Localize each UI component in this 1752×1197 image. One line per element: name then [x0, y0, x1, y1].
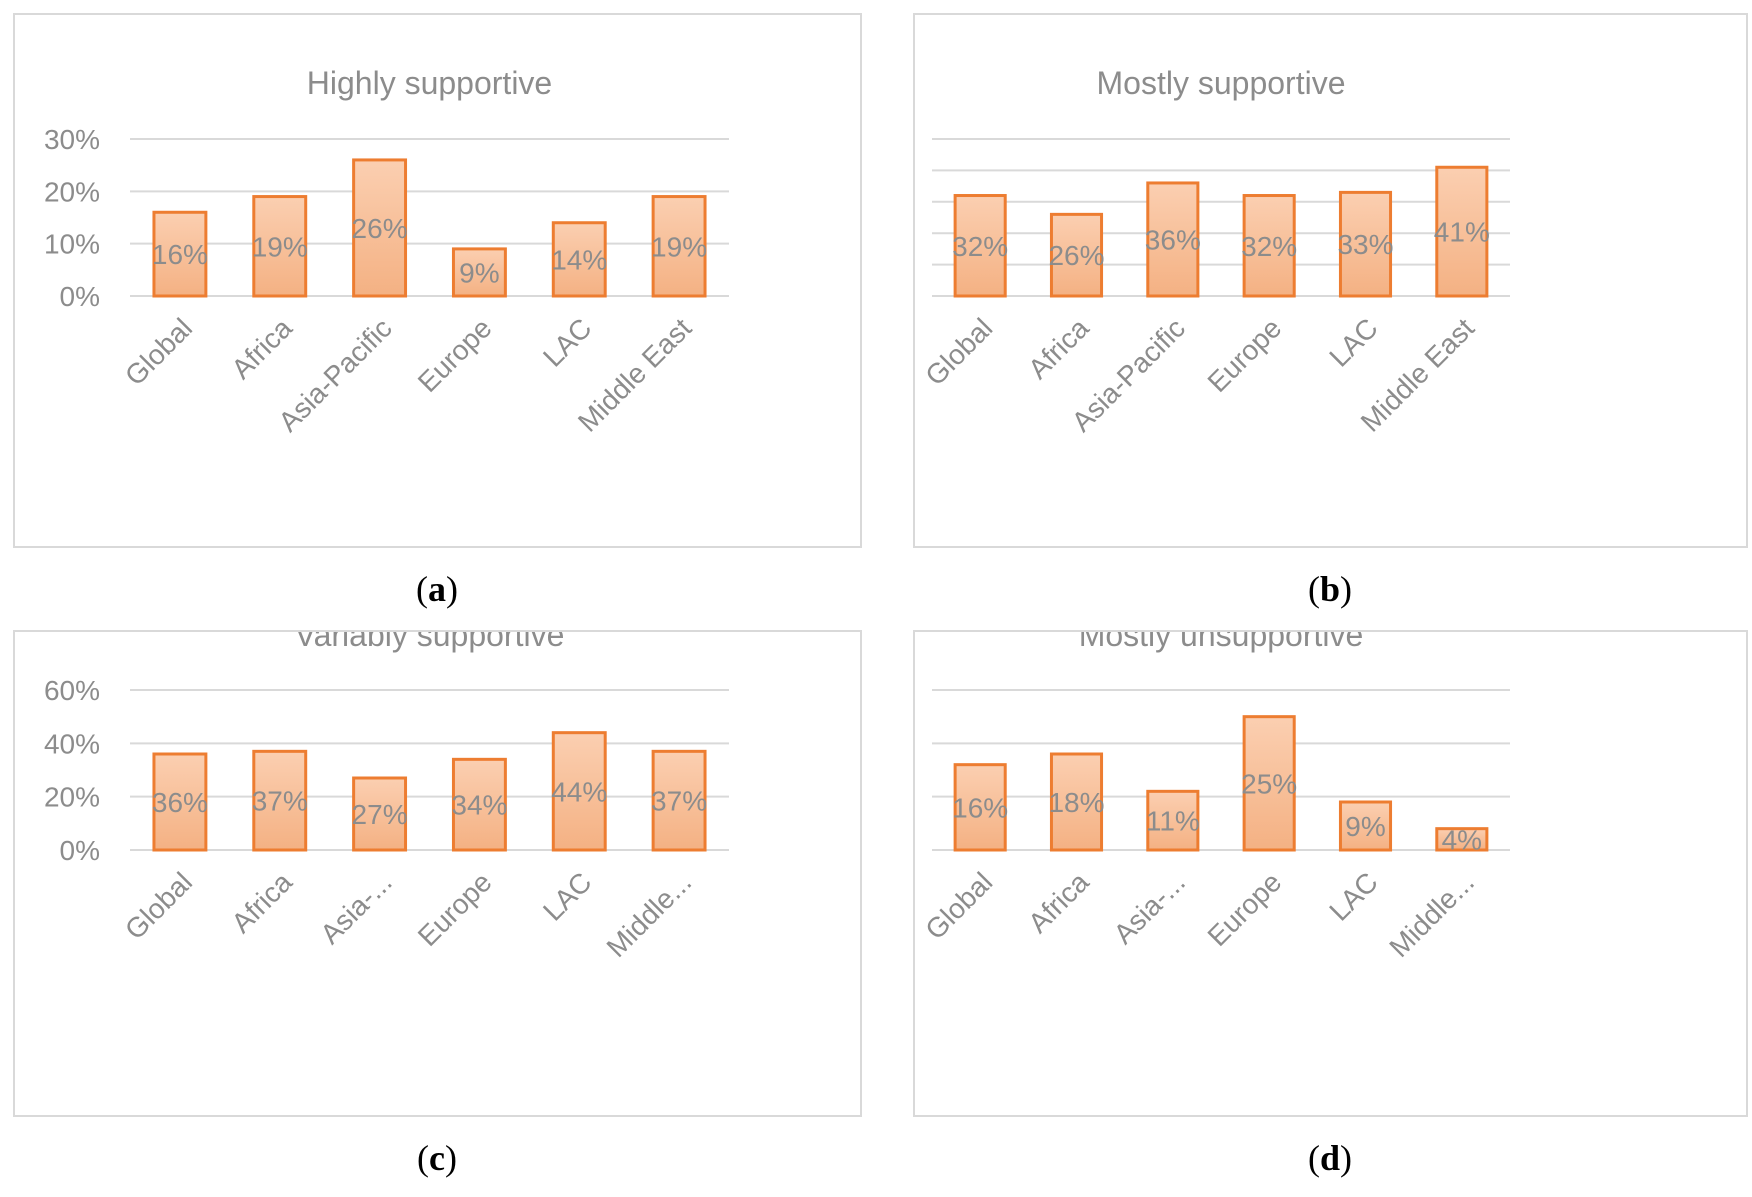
data-label: 37%: [252, 786, 308, 817]
bar: [1435, 165, 1489, 298]
bar: [1146, 789, 1200, 852]
data-label: 27%: [352, 799, 408, 830]
data-label: 41%: [1434, 217, 1490, 248]
bar: [1049, 752, 1104, 852]
caption-b: (b): [1307, 569, 1353, 609]
x-tick-label: LAC: [1323, 866, 1383, 926]
bar: [1049, 212, 1104, 298]
data-label: 4%: [1442, 824, 1482, 855]
data-label: 32%: [952, 231, 1008, 262]
y-tick-label: 0%: [60, 281, 100, 312]
y-tick-label: 60%: [44, 675, 100, 706]
bar: [953, 194, 1007, 298]
data-label: 36%: [152, 787, 208, 818]
x-tick-label: Europe: [1202, 866, 1288, 952]
bar: [451, 757, 507, 852]
chart-svg-b: Mostly supportive0%10%20%30%40%50%32%Glo…: [919, 65, 1510, 438]
bar: [252, 749, 308, 852]
x-tick-label: LAC: [1323, 312, 1383, 372]
caption-letter-b: b: [1319, 569, 1341, 609]
data-label: 19%: [252, 231, 308, 262]
chart-panel-d: Mostly unsupportive0%10%20%30%16%Global1…: [913, 630, 1748, 1117]
data-label: 11%: [1146, 806, 1200, 837]
bar: [651, 195, 707, 298]
bar: [551, 731, 607, 852]
x-tick-label: Asia-...: [1108, 866, 1192, 950]
bar: [451, 247, 507, 298]
data-label: 25%: [1241, 768, 1297, 799]
bar: [1338, 800, 1393, 852]
data-label: 26%: [1048, 240, 1104, 271]
caption-a: (a): [416, 569, 458, 609]
x-tick-label: Africa: [225, 312, 298, 385]
x-tick-label: Europe: [412, 312, 498, 398]
bar: [1146, 181, 1200, 298]
x-tick-label: Global: [919, 312, 998, 391]
chart-title: Variably supportive: [295, 632, 565, 653]
bar: [352, 158, 408, 298]
x-tick-label: LAC: [537, 312, 597, 372]
data-label: 32%: [1241, 231, 1297, 262]
y-tick-label: 20%: [44, 176, 100, 207]
data-label: 9%: [1345, 811, 1385, 842]
bar: [551, 221, 607, 298]
y-tick-label: 40%: [44, 728, 100, 759]
chart-svg-c: Variably supportive 0% 20% 40% 60% 36% Global 3…: [44, 632, 729, 963]
x-tick-label: Global: [119, 312, 198, 391]
x-tick-label: Europe: [412, 866, 498, 952]
x-tick-label: LAC: [537, 866, 597, 926]
chart-panel-a: Highly supportive 0% 10% 20% 30% 16% Global 19%…: [13, 13, 862, 548]
data-label: 14%: [551, 244, 607, 275]
x-tick-label: Middle...: [601, 866, 698, 963]
data-label: 26%: [352, 213, 408, 244]
data-label: 16%: [152, 239, 208, 270]
y-tick-label: 0%: [60, 835, 100, 866]
data-label: 37%: [651, 786, 707, 817]
caption-letter-c: c: [429, 1138, 445, 1178]
chart-title: Mostly supportive: [1097, 65, 1346, 101]
bar: [152, 210, 208, 298]
chart-svg-a: Highly supportive 0% 10% 20% 30% 16% Global 19%…: [44, 65, 729, 438]
x-tick-label: Africa: [1022, 312, 1095, 385]
caption-letter-d: d: [1319, 1138, 1341, 1178]
x-tick-label: Global: [119, 866, 198, 945]
data-label: 36%: [1145, 224, 1201, 255]
data-label: 19%: [651, 231, 707, 262]
data-label: 16%: [952, 792, 1008, 823]
chart-panel-b: Mostly supportive0%10%20%30%40%50%32%Glo…: [913, 13, 1748, 548]
chart-title: Mostly unsupportive: [1079, 632, 1364, 653]
caption-c: (c): [417, 1138, 457, 1178]
x-tick-label: Global: [919, 866, 998, 945]
chart-svg-d: Mostly unsupportive0%10%20%30%16%Global1…: [919, 632, 1510, 963]
data-label: 34%: [451, 790, 507, 821]
bar: [651, 749, 707, 852]
x-tick-label: Europe: [1202, 312, 1288, 398]
data-label: 44%: [551, 776, 607, 807]
bar: [953, 763, 1007, 852]
bar: [1435, 827, 1489, 852]
chart-panel-c: Variably supportive 0% 20% 40% 60% 36% Global 3…: [13, 630, 862, 1117]
x-tick-label: Africa: [1022, 866, 1095, 939]
x-tick-label: Africa: [225, 866, 298, 939]
x-tick-label: Middle...: [1383, 866, 1480, 963]
data-label: 18%: [1048, 787, 1104, 818]
x-tick-label: Asia-...: [314, 866, 398, 950]
bar: [1242, 715, 1296, 852]
data-label: 9%: [459, 257, 499, 288]
bar: [1242, 194, 1296, 298]
bar: [152, 752, 208, 852]
y-tick-label: 20%: [44, 782, 100, 813]
caption-letter-a: a: [428, 569, 446, 609]
bar: [352, 776, 408, 852]
chart-title: Highly supportive: [307, 65, 552, 101]
data-label: 33%: [1337, 229, 1393, 260]
y-tick-label: 10%: [44, 229, 100, 260]
bar: [252, 195, 308, 298]
bar: [1338, 190, 1393, 298]
y-tick-label: 30%: [44, 124, 100, 155]
caption-d: (d): [1307, 1138, 1353, 1178]
